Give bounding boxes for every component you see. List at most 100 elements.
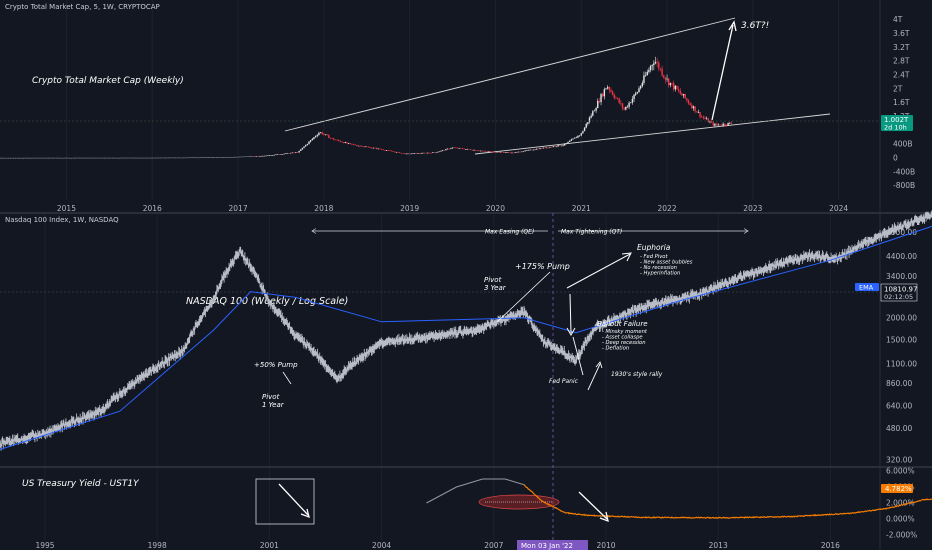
- crypto-x-tick: 2019: [400, 204, 419, 213]
- crypto-candle: [295, 152, 297, 153]
- crypto-candle: [453, 147, 455, 149]
- crypto-header[interactable]: Crypto Total Market Cap, 5, 1W, CRYPTOCA…: [5, 3, 160, 11]
- crypto-candle: [501, 151, 503, 153]
- crypto-candle: [54, 157, 56, 159]
- crypto-candle: [130, 157, 132, 159]
- crypto-time-axis[interactable]: 2015 2016 2017 2018 2019 2020 2021 2022 2023 2024: [57, 204, 849, 213]
- crypto-candle: [725, 125, 728, 126]
- bailout-arrow[interactable]: [569, 293, 572, 334]
- yield-y-tick: 0.000%: [886, 515, 915, 524]
- nasdaq-header[interactable]: Nasdaq 100 Index, 1W, NASDAQ: [5, 216, 119, 224]
- crypto-candle: [280, 154, 282, 155]
- crypto-candle: [682, 94, 685, 96]
- crypto-candle: [326, 134, 328, 136]
- bottom-time-axis[interactable]: 1995199820012004200720102013201620192025…: [35, 541, 932, 550]
- crypto-candle: [666, 78, 668, 80]
- crypto-candle: [276, 154, 279, 155]
- crypto-candle: [727, 122, 729, 126]
- crypto-candle: [466, 149, 469, 150]
- crypto-candle: [169, 157, 172, 159]
- highlight-box[interactable]: [255, 478, 315, 525]
- yield-title: US Treasury Yield - UST1Y: [22, 479, 140, 489]
- crypto-candle: [674, 85, 676, 90]
- yield-drop-arrow-2008-head: [300, 508, 310, 519]
- crypto-candle: [133, 157, 135, 159]
- crypto-candle: [342, 142, 345, 144]
- rally-arrow[interactable]: [587, 363, 601, 391]
- crypto-candle: [559, 145, 561, 146]
- crypto-candle: [257, 156, 259, 157]
- crypto-candle: [215, 157, 218, 158]
- rally-arrow-head: [595, 361, 603, 369]
- crypto-candle: [93, 157, 96, 159]
- crypto-candle: [103, 157, 106, 159]
- crypto-candle: [201, 157, 203, 158]
- crypto-candle: [375, 147, 378, 149]
- crypto-candle: [67, 157, 69, 159]
- crypto-candle: [126, 157, 129, 159]
- crypto-candle: [555, 146, 558, 148]
- crypto-candle: [303, 146, 305, 148]
- crypto-candle: [11, 157, 13, 159]
- crypto-candle: [420, 153, 422, 154]
- euphoria-item: - Hyperinflation: [640, 271, 680, 277]
- crypto-candle: [635, 93, 637, 95]
- crypto-candle: [521, 151, 523, 153]
- crypto-candle: [324, 134, 327, 135]
- crypto-candle: [719, 124, 721, 126]
- crypto-candle: [687, 100, 690, 104]
- crypto-candle: [45, 157, 48, 159]
- crypto-candle: [397, 152, 399, 153]
- yield-drop-arrow-2008[interactable]: [278, 483, 309, 516]
- crypto-candle: [620, 102, 622, 104]
- crypto-candle: [478, 150, 480, 152]
- crypto-candle: [314, 136, 317, 138]
- crypto-candle: [29, 157, 31, 159]
- yield-y-tick: -2.000%: [886, 531, 917, 540]
- crypto-candle: [319, 132, 322, 133]
- yield-drop-arrow-future[interactable]: [578, 491, 608, 520]
- crypto-candle: [669, 82, 672, 86]
- crypto-y-tick: 3.6T: [893, 29, 910, 38]
- crypto-candle: [268, 155, 271, 157]
- channel-lower-trendline[interactable]: [474, 113, 831, 155]
- crypto-candle: [493, 151, 495, 153]
- bottom-x-tick: 2013: [709, 541, 728, 550]
- crypto-candle: [323, 134, 325, 135]
- crypto-candle: [534, 149, 536, 151]
- crypto-candle: [92, 157, 94, 159]
- bailout-arrow-head: [566, 327, 576, 337]
- crypto-candle: [306, 143, 309, 145]
- crypto-candle: [717, 124, 719, 126]
- channel-upper-trendline[interactable]: [284, 17, 736, 132]
- crypto-candle: [146, 157, 148, 159]
- crypto-y-tick: -800B: [893, 181, 915, 190]
- nasdaq-y-tick: 4400.00: [886, 252, 917, 261]
- crypto-candle: [8, 157, 10, 159]
- crypto-candle: [536, 148, 538, 150]
- crypto-candle: [242, 156, 244, 158]
- crypto-candle: [587, 122, 589, 124]
- yield-prior-series: [426, 478, 524, 504]
- nasdaq-countdown: 02:12:05: [884, 293, 913, 301]
- crypto-candle: [697, 112, 700, 113]
- crypto-candle: [83, 157, 86, 159]
- euphoria-arrow[interactable]: [566, 253, 631, 289]
- crypto-candle: [529, 149, 531, 151]
- crypto-candle: [455, 147, 457, 149]
- crypto-candle: [87, 157, 89, 159]
- crypto-candle: [720, 125, 723, 126]
- crypto-candle: [290, 152, 292, 154]
- crypto-y-tick: 1.6T: [893, 98, 910, 107]
- crypto-candle: [334, 139, 337, 141]
- crypto-candle: [225, 157, 228, 158]
- crypto-candle: [371, 147, 373, 149]
- crypto-x-tick: 2016: [143, 204, 162, 213]
- nasdaq-title: NASDAQ 100 (Weekly / Log Scale): [186, 296, 348, 307]
- nasdaq-price-series: [0, 210, 932, 451]
- crypto-candle: [210, 157, 213, 158]
- crypto-candle: [331, 137, 333, 139]
- target-arrow[interactable]: [711, 24, 734, 121]
- crypto-candle: [392, 151, 394, 152]
